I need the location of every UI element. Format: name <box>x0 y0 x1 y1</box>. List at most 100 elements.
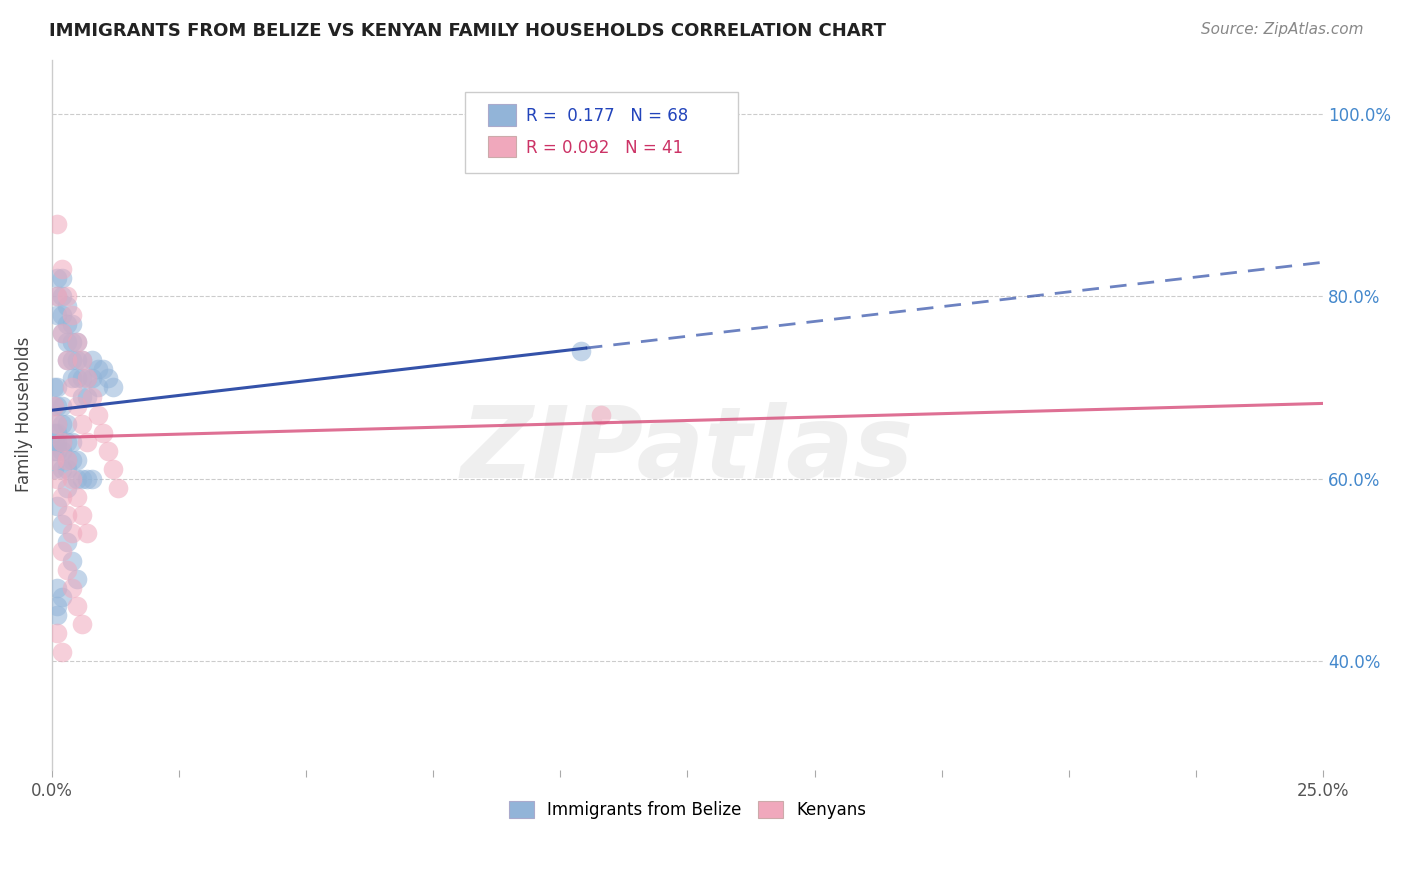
Point <box>51 444 73 458</box>
Point <box>66 471 89 485</box>
Point <box>66 334 89 349</box>
Point <box>72 508 94 522</box>
Point <box>45 435 67 450</box>
Point <box>76 371 98 385</box>
Point <box>51 517 73 532</box>
Point <box>60 317 83 331</box>
Point <box>56 508 79 522</box>
Text: ZIPatlas: ZIPatlas <box>461 401 914 499</box>
Point <box>60 334 83 349</box>
Point <box>72 390 94 404</box>
Point <box>60 581 83 595</box>
Point <box>44 444 66 458</box>
Point <box>66 353 89 368</box>
Point <box>56 435 79 450</box>
Point <box>72 617 94 632</box>
Point <box>45 425 67 440</box>
Point <box>45 417 67 431</box>
Point <box>51 490 73 504</box>
Point <box>45 471 67 485</box>
Point <box>97 444 120 458</box>
Point <box>51 417 73 431</box>
Point <box>56 334 79 349</box>
Point <box>51 644 73 658</box>
Point <box>86 380 108 394</box>
Point <box>51 435 73 450</box>
FancyBboxPatch shape <box>488 136 516 157</box>
Point <box>56 563 79 577</box>
Point <box>60 353 83 368</box>
Point <box>44 399 66 413</box>
Point <box>97 371 120 385</box>
Point <box>56 453 79 467</box>
Point <box>76 435 98 450</box>
Point <box>51 544 73 558</box>
Point <box>56 481 79 495</box>
Text: R =  0.177   N = 68: R = 0.177 N = 68 <box>526 107 688 125</box>
Point <box>107 481 129 495</box>
Point <box>45 380 67 394</box>
Point <box>76 471 98 485</box>
Point <box>60 371 83 385</box>
Point <box>76 371 98 385</box>
Point <box>51 326 73 340</box>
Point <box>45 289 67 303</box>
Point <box>91 425 114 440</box>
Point <box>82 471 104 485</box>
Point <box>45 217 67 231</box>
Point <box>66 453 89 467</box>
Point <box>45 308 67 322</box>
Point <box>82 353 104 368</box>
Point <box>56 462 79 476</box>
Point <box>86 408 108 422</box>
Point <box>45 399 67 413</box>
Point <box>44 462 66 476</box>
Point <box>66 399 89 413</box>
Text: R = 0.092   N = 41: R = 0.092 N = 41 <box>526 139 683 157</box>
Point <box>56 353 79 368</box>
Point <box>101 462 124 476</box>
Point <box>66 572 89 586</box>
Point <box>56 298 79 312</box>
Point <box>45 444 67 458</box>
Point <box>45 581 67 595</box>
Point <box>60 553 83 567</box>
Point <box>86 362 108 376</box>
Point <box>56 453 79 467</box>
FancyBboxPatch shape <box>488 104 516 126</box>
Point <box>45 608 67 623</box>
Point <box>56 417 79 431</box>
Point <box>56 289 79 303</box>
Point <box>60 453 83 467</box>
Point <box>72 353 94 368</box>
Point <box>51 289 73 303</box>
Point <box>44 380 66 394</box>
Point <box>51 462 73 476</box>
Point <box>56 353 79 368</box>
Point <box>51 326 73 340</box>
Point <box>44 399 66 413</box>
Point <box>45 417 67 431</box>
Point <box>91 362 114 376</box>
Point <box>45 271 67 285</box>
Point <box>76 526 98 541</box>
Point <box>51 308 73 322</box>
Point <box>569 344 592 359</box>
Point <box>60 435 83 450</box>
Point <box>66 371 89 385</box>
Point <box>66 334 89 349</box>
Point <box>66 490 89 504</box>
Text: IMMIGRANTS FROM BELIZE VS KENYAN FAMILY HOUSEHOLDS CORRELATION CHART: IMMIGRANTS FROM BELIZE VS KENYAN FAMILY … <box>49 22 886 40</box>
FancyBboxPatch shape <box>465 92 738 173</box>
Text: Source: ZipAtlas.com: Source: ZipAtlas.com <box>1201 22 1364 37</box>
Point <box>45 599 67 613</box>
Point <box>82 390 104 404</box>
Point <box>72 471 94 485</box>
Point <box>66 599 89 613</box>
Point <box>56 535 79 549</box>
Point <box>44 453 66 467</box>
Point <box>45 626 67 640</box>
Point <box>51 262 73 277</box>
Point <box>82 371 104 385</box>
Point <box>51 590 73 604</box>
